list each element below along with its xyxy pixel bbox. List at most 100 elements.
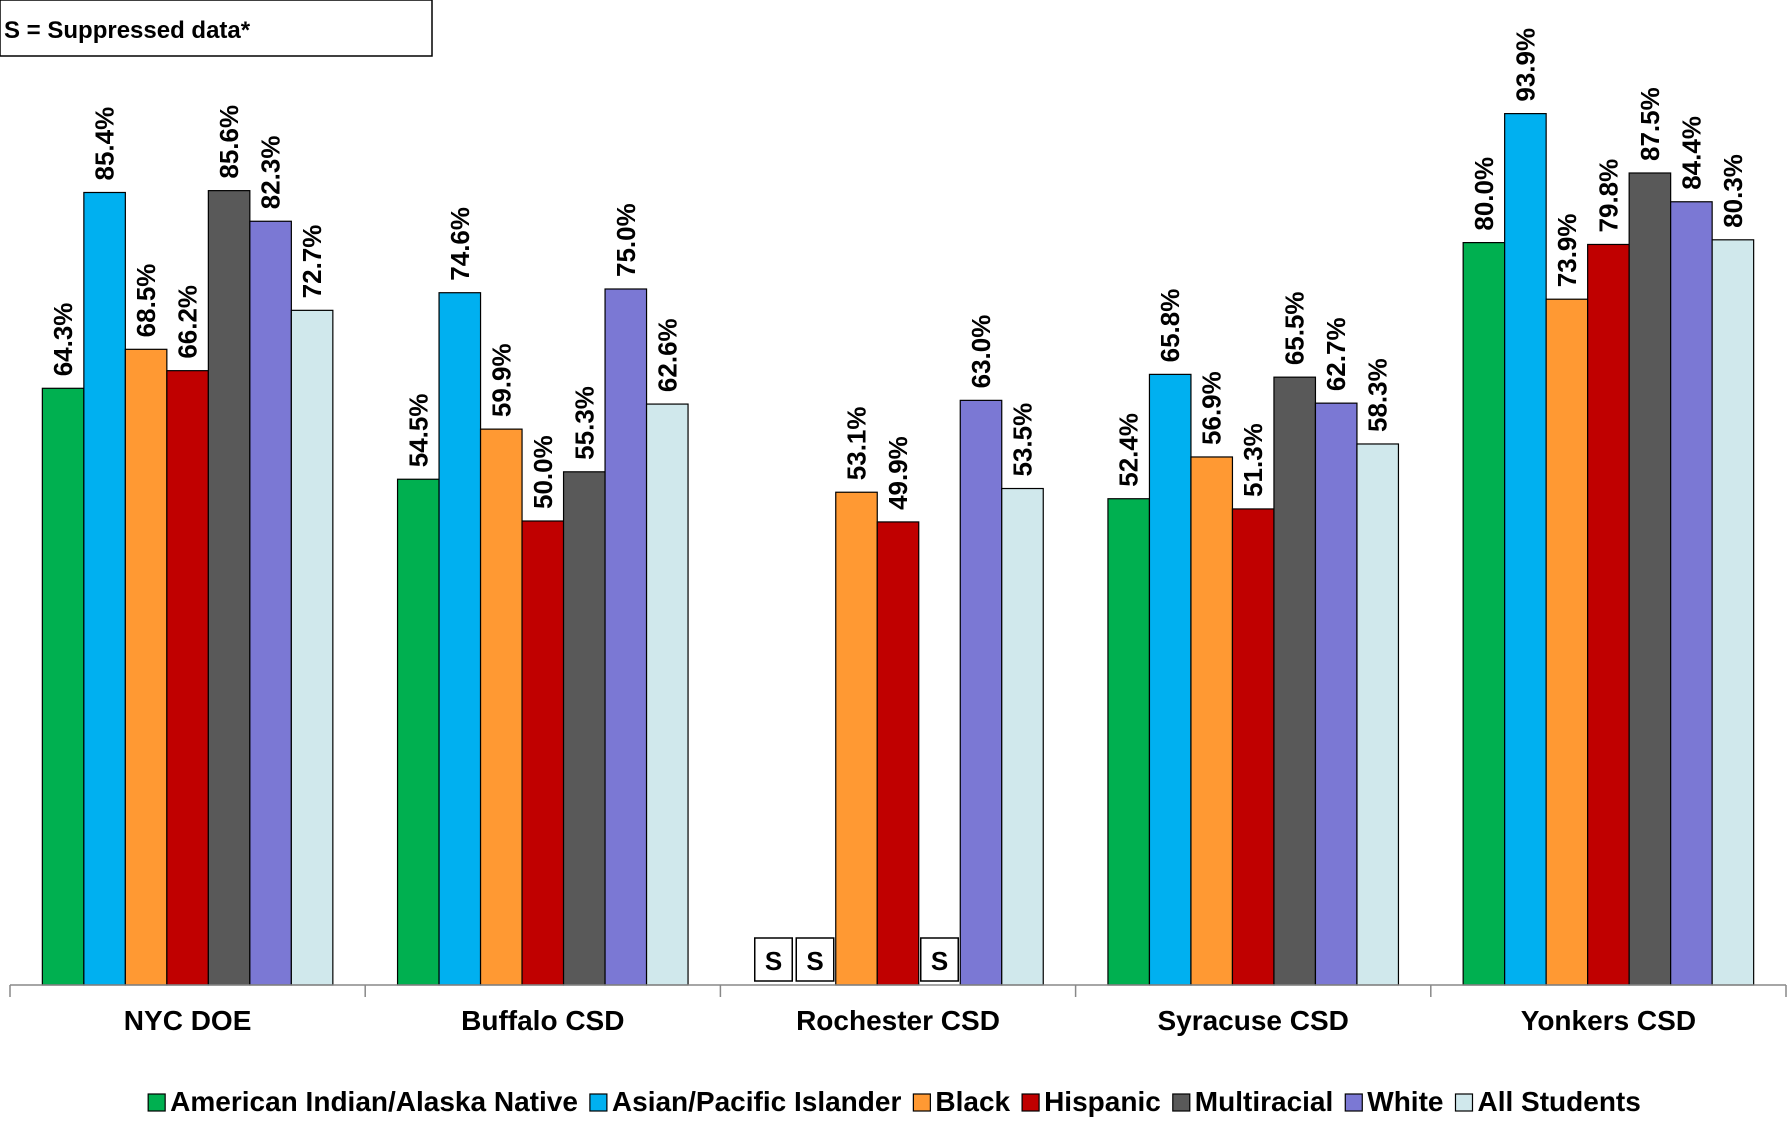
bar-rochester-csd-black — [835, 491, 878, 986]
bar-yonkers-csd-black — [1545, 298, 1589, 986]
legend: American Indian/Alaska Native Asian/Pacif… — [147, 1086, 1641, 1117]
bar-nyc-doe-white — [249, 220, 292, 986]
bar-buffalo-csd-all-students — [645, 403, 689, 986]
value-label-syracuse-csd-hispanic: 51.3% — [1238, 423, 1268, 497]
legend-item-american-indian-alaska-native: American Indian/Alaska Native — [147, 1086, 578, 1117]
bar-yonkers-csd-american-indian-alaska-native — [1462, 242, 1506, 986]
value-label-buffalo-csd-all-students: 62.6% — [652, 318, 682, 392]
bar-rochester-csd-white — [959, 399, 1003, 986]
legend-item-all-students: All Students — [1454, 1086, 1641, 1117]
suppressed-data-note: S = Suppressed data* — [0, 0, 433, 57]
category-label-nyc-doe: NYC DOE — [124, 1005, 252, 1036]
bar-yonkers-csd-multiracial — [1628, 172, 1672, 986]
legend-item-black: Black — [912, 1086, 1011, 1117]
bar-yonkers-csd-hispanic — [1587, 243, 1630, 986]
value-label-buffalo-csd-american-indian-alaska-native: 54.5% — [403, 394, 433, 468]
legend-item-asian-pacific-islander: Asian/Pacific Islander — [589, 1086, 902, 1117]
value-label-rochester-csd-white: 63.0% — [966, 315, 996, 389]
suppressed-marker-rochester-csd-multiracial: S — [931, 946, 948, 976]
suppressed-marker-rochester-csd-asian-pacific-islander: S — [806, 946, 823, 976]
value-label-syracuse-csd-white: 62.7% — [1321, 317, 1351, 391]
bar-syracuse-csd-all-students — [1356, 443, 1400, 986]
bar-nyc-doe-black — [124, 348, 168, 986]
bar-buffalo-csd-american-indian-alaska-native — [396, 478, 440, 986]
value-label-yonkers-csd-white: 84.4% — [1676, 116, 1706, 190]
value-label-yonkers-csd-asian-pacific-islander: 93.9% — [1510, 28, 1540, 102]
bar-buffalo-csd-multiracial — [562, 471, 606, 986]
bar-syracuse-csd-hispanic — [1231, 508, 1275, 986]
value-label-buffalo-csd-black: 59.9% — [486, 343, 516, 417]
value-label-syracuse-csd-black: 56.9% — [1197, 371, 1227, 445]
legend-swatch-multiracial — [1172, 1093, 1191, 1112]
bar-syracuse-csd-asian-pacific-islander — [1148, 373, 1192, 986]
legend-item-multiracial: Multiracial — [1172, 1086, 1333, 1117]
legend-label-black: Black — [935, 1086, 1010, 1117]
suppressed-marker-box — [920, 937, 959, 982]
bar-syracuse-csd-black — [1190, 456, 1234, 986]
value-label-syracuse-csd-multiracial: 65.5% — [1280, 291, 1310, 365]
legend-swatch-white — [1344, 1093, 1363, 1112]
value-label-nyc-doe-black: 68.5% — [131, 264, 161, 338]
value-label-nyc-doe-white: 82.3% — [256, 136, 286, 210]
bar-buffalo-csd-hispanic — [521, 520, 565, 986]
bar-buffalo-csd-asian-pacific-islander — [438, 292, 482, 986]
bar-nyc-doe-american-indian-alaska-native — [41, 387, 85, 986]
note-border — [0, 0, 433, 57]
bar-yonkers-csd-white — [1670, 201, 1713, 986]
bar-syracuse-csd-white — [1314, 402, 1358, 986]
bar-yonkers-csd-all-students — [1711, 239, 1755, 986]
bar-yonkers-csd-asian-pacific-islander — [1504, 113, 1547, 986]
note-text: S = Suppressed data* — [4, 17, 251, 44]
category-label-yonkers-csd: Yonkers CSD — [1521, 1005, 1696, 1036]
bar-buffalo-csd-white — [604, 288, 648, 986]
value-label-yonkers-csd-american-indian-alaska-native: 80.0% — [1469, 157, 1499, 231]
legend-item-hispanic: Hispanic — [1021, 1086, 1161, 1117]
value-label-buffalo-csd-multiracial: 55.3% — [569, 386, 599, 460]
value-label-rochester-csd-hispanic: 49.9% — [883, 436, 913, 510]
value-label-syracuse-csd-asian-pacific-islander: 65.8% — [1155, 289, 1185, 363]
legend-label-white: White — [1367, 1086, 1443, 1117]
bar-syracuse-csd-multiracial — [1273, 376, 1317, 986]
value-label-syracuse-csd-all-students: 58.3% — [1363, 358, 1393, 432]
suppressed-marker-rochester-csd-american-indian-alaska-native: S — [765, 946, 782, 976]
bar-buffalo-csd-black — [479, 428, 523, 986]
value-label-yonkers-csd-multiracial: 87.5% — [1635, 87, 1665, 161]
value-label-nyc-doe-multiracial: 85.6% — [214, 105, 244, 179]
bar-rochester-csd-all-students — [1001, 487, 1044, 986]
value-labels-layer: 64.3% 85.4% 68.5% 66.2% 85.6% 82.3% 72.7% 54.5%… — [48, 28, 1748, 982]
x-axis: NYC DOE Buffalo CSD Rochester CSD Syracuse … — [9, 984, 1787, 1036]
category-label-syracuse-csd: Syracuse CSD — [1157, 1005, 1348, 1036]
bar-nyc-doe-asian-pacific-islander — [83, 191, 126, 986]
value-label-buffalo-csd-white: 75.0% — [611, 203, 641, 277]
suppressed-marker-box — [795, 937, 835, 982]
value-label-rochester-csd-all-students: 53.5% — [1008, 403, 1038, 477]
value-label-nyc-doe-hispanic: 66.2% — [173, 285, 203, 359]
value-label-nyc-doe-asian-pacific-islander: 85.4% — [90, 107, 120, 181]
value-label-buffalo-csd-asian-pacific-islander: 74.6% — [445, 207, 475, 281]
legend-swatch-all-students — [1454, 1093, 1474, 1112]
legend-label-all-students: All Students — [1477, 1086, 1640, 1117]
legend-swatch-american-indian-alaska-native — [147, 1093, 166, 1112]
bar-syracuse-csd-american-indian-alaska-native — [1107, 498, 1151, 986]
legend-item-white: White — [1344, 1086, 1443, 1117]
value-label-nyc-doe-american-indian-alaska-native: 64.3% — [48, 303, 78, 377]
legend-swatch-hispanic — [1021, 1093, 1040, 1112]
bar-rochester-csd-hispanic — [876, 521, 920, 986]
bar-nyc-doe-multiracial — [207, 190, 251, 986]
category-label-buffalo-csd: Buffalo CSD — [461, 1005, 624, 1036]
suppressed-marker-box — [754, 937, 793, 982]
value-label-rochester-csd-black: 53.1% — [842, 406, 872, 480]
value-label-yonkers-csd-hispanic: 79.8% — [1593, 159, 1623, 233]
legend-swatch-asian-pacific-islander — [589, 1093, 608, 1112]
value-label-nyc-doe-all-students: 72.7% — [297, 225, 327, 299]
legend-label-multiracial: Multiracial — [1195, 1086, 1333, 1117]
bar-nyc-doe-all-students — [290, 309, 334, 986]
legend-swatch-black — [912, 1093, 931, 1112]
legend-label-asian-pacific-islander: Asian/Pacific Islander — [612, 1086, 902, 1117]
legend-label-hispanic: Hispanic — [1044, 1086, 1161, 1117]
value-label-yonkers-csd-all-students: 80.3% — [1718, 154, 1748, 228]
legend-label-american-indian-alaska-native: American Indian/Alaska Native — [170, 1086, 578, 1117]
bar-nyc-doe-hispanic — [166, 370, 209, 986]
category-label-rochester-csd: Rochester CSD — [796, 1005, 1000, 1036]
